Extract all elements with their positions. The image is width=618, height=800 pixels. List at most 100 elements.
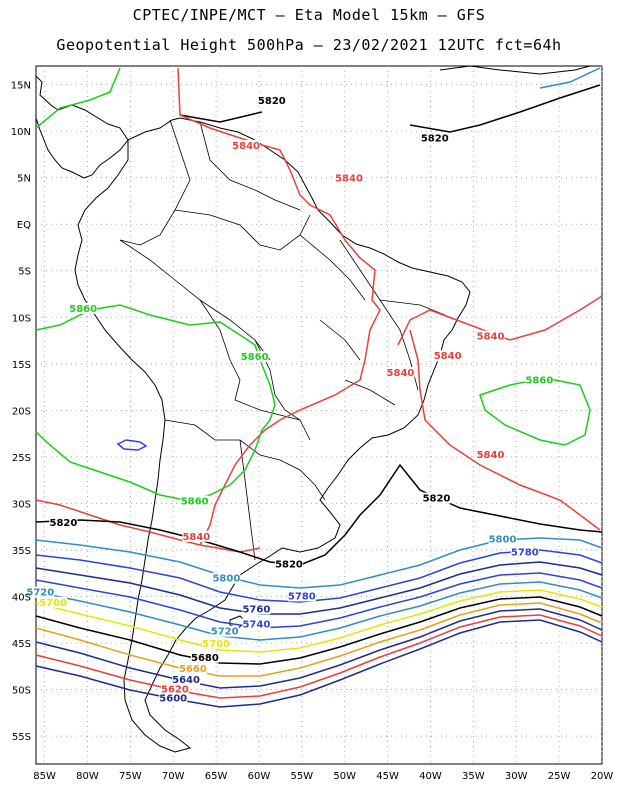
contour-5820-south [35, 463, 603, 566]
contour-label: 5840 [434, 351, 462, 362]
contour-label: 5840 [477, 450, 505, 461]
country-borders [119, 119, 446, 561]
contour-5620 [35, 614, 603, 699]
lat-tick-label: 50S [12, 686, 31, 697]
contour-label-bg [335, 172, 364, 184]
contour-5820-north [179, 111, 263, 123]
contour-label: 5820 [423, 494, 451, 505]
contour-label-bg [26, 586, 55, 598]
contour-label-bg [49, 516, 78, 528]
contour-label-bg [488, 533, 517, 545]
contour-label-bg [240, 351, 269, 363]
contour-label-bg [242, 618, 271, 630]
contour-5600 [35, 619, 603, 708]
contour-label-bg [242, 603, 271, 615]
contour-label: 5840 [335, 173, 363, 184]
contour-label: 5800 [212, 574, 240, 585]
contour-label-bg [172, 674, 201, 686]
contour-label: 5800 [489, 535, 517, 546]
lat-tick-label: 35S [12, 546, 31, 557]
contour-label: 5840 [182, 532, 210, 543]
contour-label: 5780 [511, 548, 539, 559]
contour-label: 5840 [232, 141, 260, 152]
central-america-coast [35, 75, 129, 179]
contour-5840-east [409, 329, 601, 531]
contour-label-bg [39, 596, 68, 608]
contour-label: 5840 [477, 332, 505, 343]
map-frame [35, 65, 603, 765]
lon-tick-label: 60W [248, 771, 271, 782]
contour-label: 5700 [39, 598, 67, 609]
lat-tick-label: 5S [18, 267, 31, 278]
lon-tick-label: 75W [119, 771, 142, 782]
contour-label: 5820 [258, 96, 286, 107]
contour-5700 [35, 589, 603, 653]
lon-tick-label: 45W [376, 771, 399, 782]
contour-label-bg [159, 692, 188, 704]
contour-label: 5740 [242, 619, 270, 630]
contour-label: 5860 [525, 375, 553, 386]
contour-label: 5860 [181, 496, 209, 507]
contour-label-bg [476, 330, 505, 342]
lat-tick-label: 25S [12, 453, 31, 464]
contour-label-bg [525, 374, 554, 386]
contour-label-bg [180, 495, 209, 507]
lon-tick-label: 55W [291, 771, 314, 782]
contour-label-bg [257, 95, 286, 107]
axis-ticks: 15N10N5NEQ5S10S15S20S25S30S35S40S45S50S5… [11, 81, 614, 782]
lat-tick-label: 15N [11, 81, 31, 92]
lat-tick-label: 20S [12, 406, 31, 417]
contour-5820-northeast [409, 84, 601, 133]
contour-label-bg [420, 132, 449, 144]
south-america-coast [74, 117, 471, 753]
lon-tick-label: 50W [333, 771, 356, 782]
contour-5860-north [35, 67, 121, 129]
contour-label: 5600 [159, 694, 187, 705]
contour-label: 5820 [421, 133, 449, 144]
lon-tick-label: 35W [462, 771, 485, 782]
contour-label-bg [178, 662, 207, 674]
lat-tick-label: 5N [17, 174, 31, 185]
lon-tick-label: 80W [76, 771, 99, 782]
contour-label: 5620 [161, 684, 189, 695]
lat-tick-label: 55S [12, 732, 31, 743]
contour-label-bg [510, 546, 539, 558]
lon-tick-label: 40W [419, 771, 442, 782]
contour-label-bg [202, 637, 231, 649]
contour-label-bg [476, 448, 505, 460]
lon-tick-label: 30W [505, 771, 528, 782]
contour-5840-amazon [177, 67, 381, 546]
contour-label: 5720 [211, 627, 239, 638]
contour-label-bg [160, 683, 189, 695]
coastline [35, 65, 591, 753]
contour-label-bg [422, 492, 451, 504]
contour-5800-north [539, 67, 601, 89]
contour-label: 5820 [50, 518, 78, 529]
contour-5640 [35, 608, 603, 689]
contour-label: 5820 [275, 560, 303, 571]
contour-label: 5860 [241, 352, 269, 363]
lon-tick-label: 65W [205, 771, 228, 782]
contour-label-bg [210, 625, 239, 637]
lat-tick-label: 10S [12, 313, 31, 324]
contour-label-bg [190, 651, 219, 663]
contour-label-bg [69, 302, 98, 314]
lon-tick-label: 20W [591, 771, 614, 782]
contour-label: 5680 [191, 653, 219, 664]
lat-tick-label: EQ [17, 220, 31, 231]
lat-tick-label: 45S [12, 639, 31, 650]
contours [35, 67, 603, 708]
contour-label-bg [274, 558, 303, 570]
contour-label-bg [182, 530, 211, 542]
contour-label: 5760 [242, 604, 270, 615]
contour-5720 [35, 581, 603, 641]
contour-label-bg [232, 139, 261, 151]
contour-label: 5840 [387, 368, 415, 379]
contour-label: 5780 [288, 591, 316, 602]
lon-tick-label: 70W [162, 771, 185, 782]
contour-label: 5860 [69, 304, 97, 315]
contour-label: 5640 [172, 675, 200, 686]
lat-tick-label: 30S [12, 499, 31, 510]
caribbean-islands [439, 65, 591, 75]
